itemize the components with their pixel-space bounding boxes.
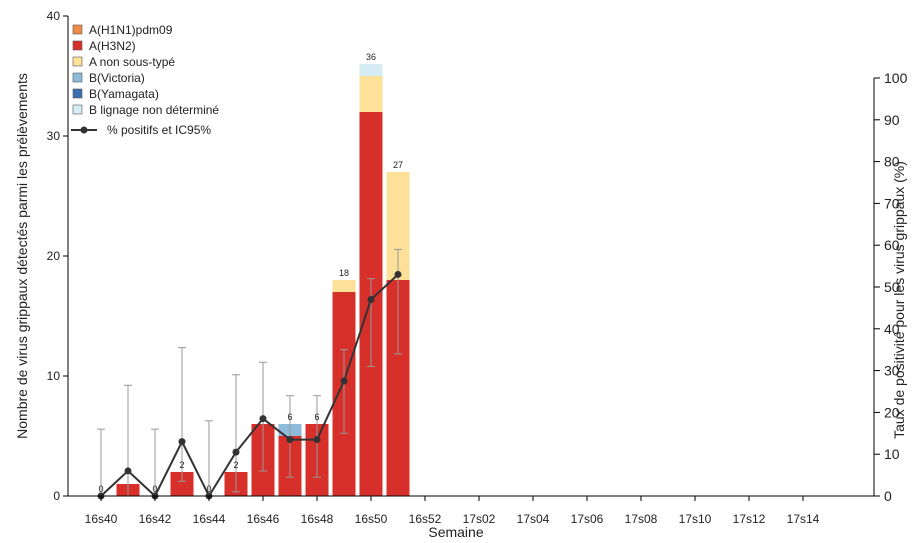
- legend-label: A(H3N2): [89, 39, 136, 53]
- positivity-point: [178, 438, 186, 446]
- x-tick-label: 17s02: [463, 512, 496, 526]
- y-left-tick-label: 0: [53, 489, 60, 503]
- legend-swatch: [72, 104, 83, 115]
- x-tick-label: 16s50: [355, 512, 388, 526]
- legend-label: B(Victoria): [89, 71, 145, 85]
- bar-labels-layer: 0 0 2 0 2 6 6 18 36 27: [98, 52, 403, 494]
- y2-axis-title: Taux de positivité pour les virus grippa…: [891, 161, 907, 439]
- positivity-point: [124, 467, 132, 475]
- x-tick-label: 17s06: [571, 512, 604, 526]
- y-right-tick-label: 20: [884, 404, 900, 420]
- legend-swatch: [72, 72, 83, 83]
- legend-swatch: [72, 40, 83, 51]
- y-right-tick-label: 0: [884, 488, 892, 504]
- bar-total-label: 27: [393, 160, 403, 170]
- x-tick-label: 16s44: [193, 512, 226, 526]
- y-right-tick-label: 40: [884, 321, 900, 337]
- y-left-tick-label: 20: [47, 249, 61, 263]
- positivity-point: [340, 377, 348, 385]
- x-tick-label: 16s52: [409, 512, 442, 526]
- legend-label: B(Yamagata): [89, 87, 159, 101]
- legend-swatch: [72, 56, 83, 67]
- bar-total-label: 0: [206, 484, 211, 494]
- legend: A(H1N1)pdm09 A(H3N2) A non sous-typé B(Vict…: [71, 23, 219, 137]
- legend-point-marker: [80, 126, 88, 134]
- y-right-tick-label: 90: [884, 112, 900, 128]
- bar-total-label: 6: [314, 412, 319, 422]
- x-tick-label: 17s10: [679, 512, 712, 526]
- bar-total-label: 2: [179, 460, 184, 470]
- bar-16s43-series-1: [170, 472, 194, 496]
- bar-16s51-series-1: [386, 280, 410, 496]
- bar-16s49-series-2: [332, 280, 356, 292]
- y-right-tick-label: 50: [884, 279, 900, 295]
- positivity-point: [394, 270, 402, 278]
- y-right-tick-label: 80: [884, 154, 900, 170]
- positivity-point: [367, 296, 375, 304]
- y-right-tick-label: 10: [884, 446, 900, 462]
- x-tick-label: 17s14: [787, 512, 820, 526]
- x-tick-label: 16s40: [85, 512, 118, 526]
- bar-16s50-series-2: [359, 76, 383, 112]
- bar-total-label: 2: [233, 460, 238, 470]
- x-tick-label: 17s12: [733, 512, 766, 526]
- positivity-point: [232, 448, 240, 456]
- bar-total-label: 18: [339, 268, 349, 278]
- legend-label: A(H1N1)pdm09: [89, 23, 173, 37]
- x-tick-label: 17s08: [625, 512, 658, 526]
- bar-16s51-series-2: [386, 172, 410, 280]
- y-left-tick-label: 10: [47, 369, 61, 383]
- y-right-tick-label: 100: [884, 70, 908, 86]
- x-axis-title: Semaine: [428, 524, 483, 538]
- confidence-intervals-layer: [97, 248, 402, 497]
- x-tick-label: 17s04: [517, 512, 550, 526]
- y-right-tick-label: 70: [884, 195, 900, 211]
- bar-total-label: 6: [287, 412, 292, 422]
- positivity-point: [313, 436, 321, 444]
- legend-label: A non sous-typé: [89, 55, 175, 69]
- positivity-line-layer: [97, 270, 402, 500]
- legend-label-positivity: % positifs et IC95%: [107, 123, 211, 137]
- y-right-tick-label: 30: [884, 363, 900, 379]
- legend-label: B lignage non déterminé: [89, 103, 219, 117]
- x-tick-label: 16s48: [301, 512, 334, 526]
- positivity-line: [100, 273, 399, 499]
- bar-total-label: 0: [98, 484, 103, 494]
- positivity-point: [286, 436, 294, 444]
- y-right-tick-label: 60: [884, 237, 900, 253]
- legend-swatch: [72, 24, 83, 35]
- legend-swatch: [72, 88, 83, 99]
- y-left-tick-label: 30: [47, 129, 61, 143]
- bar-total-label: 0: [152, 484, 157, 494]
- x-tick-label: 16s42: [139, 512, 172, 526]
- bar-total-label: 36: [366, 52, 376, 62]
- positivity-point: [259, 415, 267, 423]
- y-axis-title: Nombre de virus grippaux détectés parmi …: [14, 73, 30, 439]
- y-left-tick-label: 40: [47, 9, 61, 23]
- x-tick-label: 16s46: [247, 512, 280, 526]
- bar-16s50-series-5: [359, 64, 383, 76]
